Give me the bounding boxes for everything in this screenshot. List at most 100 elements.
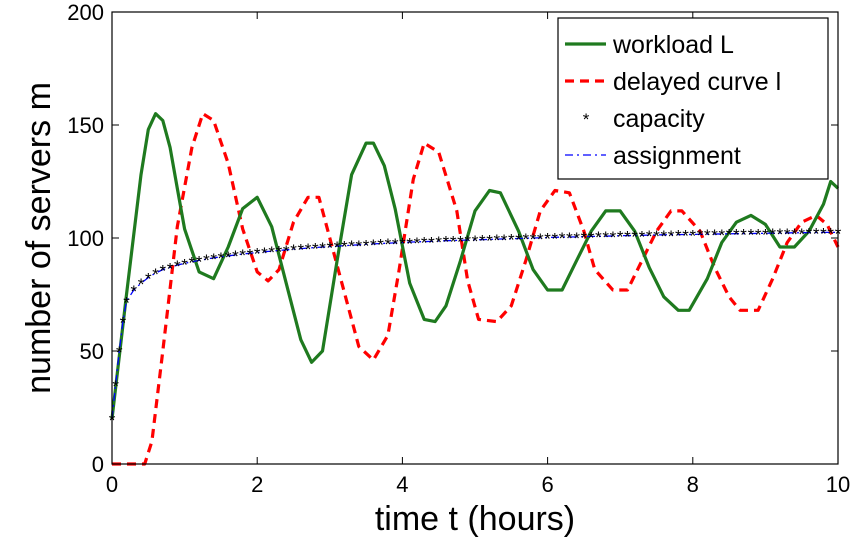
- capacity-point: *: [537, 230, 544, 249]
- capacity-point: *: [305, 240, 312, 259]
- capacity-point: *: [689, 226, 696, 245]
- capacity-point: *: [820, 224, 827, 243]
- capacity-point: *: [428, 233, 435, 252]
- capacity-point: *: [290, 241, 297, 260]
- y-axis-label: number of servers m: [20, 82, 58, 394]
- capacity-point: *: [501, 231, 508, 250]
- capacity-point: *: [668, 227, 675, 246]
- capacity-point: *: [450, 232, 457, 251]
- x-tick-label: 2: [251, 472, 263, 497]
- capacity-point: *: [719, 226, 726, 245]
- capacity-point: *: [544, 230, 551, 249]
- capacity-point: *: [733, 226, 740, 245]
- capacity-point: *: [486, 231, 493, 250]
- x-tick-label: 4: [396, 472, 408, 497]
- capacity-point: *: [152, 265, 159, 284]
- capacity-point: *: [414, 234, 421, 253]
- assignment-line: [111, 231, 838, 419]
- capacity-point: *: [675, 227, 682, 246]
- x-tick-label: 10: [826, 472, 850, 497]
- capacity-point: *: [711, 226, 718, 245]
- legend-entries: workload L delayed curve l * capacity assign…: [565, 31, 781, 170]
- capacity-point: *: [791, 225, 798, 244]
- capacity-point: *: [748, 225, 755, 244]
- capacity-point: *: [697, 226, 704, 245]
- capacity-point: *: [806, 225, 813, 244]
- capacity-point: *: [443, 233, 450, 252]
- x-axis-label: time t (hours): [375, 500, 575, 538]
- capacity-point: *: [232, 247, 239, 266]
- capacity-point: *: [740, 225, 747, 244]
- capacity-point: *: [341, 238, 348, 257]
- capacity-point: *: [472, 232, 479, 251]
- capacity-point: *: [523, 230, 530, 249]
- legend-label: capacity: [613, 105, 705, 133]
- capacity-point: *: [479, 232, 486, 251]
- x-tick-label: 8: [687, 472, 699, 497]
- capacity-point: *: [218, 249, 225, 268]
- capacity-point: *: [239, 246, 246, 265]
- series-layer: ****** * * * * * * * * * * * * * * * * * * * * * * * * * * * * * * * * * *…: [109, 112, 842, 466]
- capacity-point: *: [319, 239, 326, 258]
- legend-marker: *: [583, 110, 590, 129]
- capacity-point: *: [268, 243, 275, 262]
- series-delayed-curve-l: [112, 112, 840, 466]
- x-tick-label: 6: [541, 472, 553, 497]
- capacity-point: *: [138, 275, 145, 294]
- series-capacity: ****** * * * * * * * * * * * * * * * * * * * * * * * * * * * * * * * * * *…: [109, 224, 842, 429]
- capacity-point: *: [435, 233, 442, 252]
- legend-entry-delayed-curve-l: delayed curve l: [565, 68, 781, 96]
- capacity-point: *: [261, 244, 268, 263]
- legend-entry-assignment: assignment: [565, 142, 741, 170]
- capacity-point: *: [639, 227, 646, 246]
- capacity-point: *: [493, 231, 500, 250]
- capacity-point: *: [653, 227, 660, 246]
- x-tick-label: 0: [106, 472, 118, 497]
- series-assignment: [111, 231, 838, 419]
- capacity-point: *: [559, 229, 566, 248]
- capacity-point: *: [777, 225, 784, 244]
- capacity-point: *: [210, 250, 217, 269]
- capacity-point: *: [552, 229, 559, 248]
- capacity-point: *: [116, 343, 123, 362]
- capacity-point: *: [755, 225, 762, 244]
- capacity-point: *: [181, 255, 188, 274]
- legend-entry-capacity: * capacity: [583, 105, 706, 133]
- capacity-point: *: [581, 229, 588, 248]
- y-tick-label: 50: [80, 339, 104, 364]
- capacity-point: *: [827, 224, 834, 243]
- y-tick-label: 100: [67, 226, 104, 251]
- capacity-point: *: [798, 225, 805, 244]
- legend-label: workload L: [612, 31, 734, 59]
- capacity-point: *: [399, 235, 406, 254]
- capacity-point: *: [385, 235, 392, 254]
- capacity-point: *: [573, 229, 580, 248]
- capacity-point: *: [196, 252, 203, 271]
- workload-l-line: [110, 112, 840, 419]
- y-tick-label: 150: [67, 113, 104, 138]
- capacity-point: *: [631, 228, 638, 247]
- capacity-point: *: [283, 242, 290, 261]
- capacity-point: *: [595, 228, 602, 247]
- capacity-point: *: [457, 232, 464, 251]
- capacity-point: *: [123, 293, 130, 312]
- capacity-point: *: [464, 232, 471, 251]
- capacity-point: *: [160, 262, 167, 281]
- capacity-point: *: [189, 254, 196, 273]
- capacity-point: *: [174, 257, 181, 276]
- capacity-point: *: [704, 226, 711, 245]
- capacity-point: *: [203, 251, 210, 270]
- capacity-point: *: [769, 225, 776, 244]
- capacity-point: *: [254, 244, 261, 263]
- capacity-point: *: [225, 248, 232, 267]
- capacity-point: *: [326, 239, 333, 258]
- legend-label: assignment: [613, 142, 741, 170]
- capacity-point: *: [515, 230, 522, 249]
- series-workload-l: [110, 112, 840, 419]
- capacity-point: *: [112, 377, 119, 396]
- capacity-point: *: [120, 314, 127, 333]
- capacity-point: *: [602, 228, 609, 247]
- capacity-point: *: [421, 234, 428, 253]
